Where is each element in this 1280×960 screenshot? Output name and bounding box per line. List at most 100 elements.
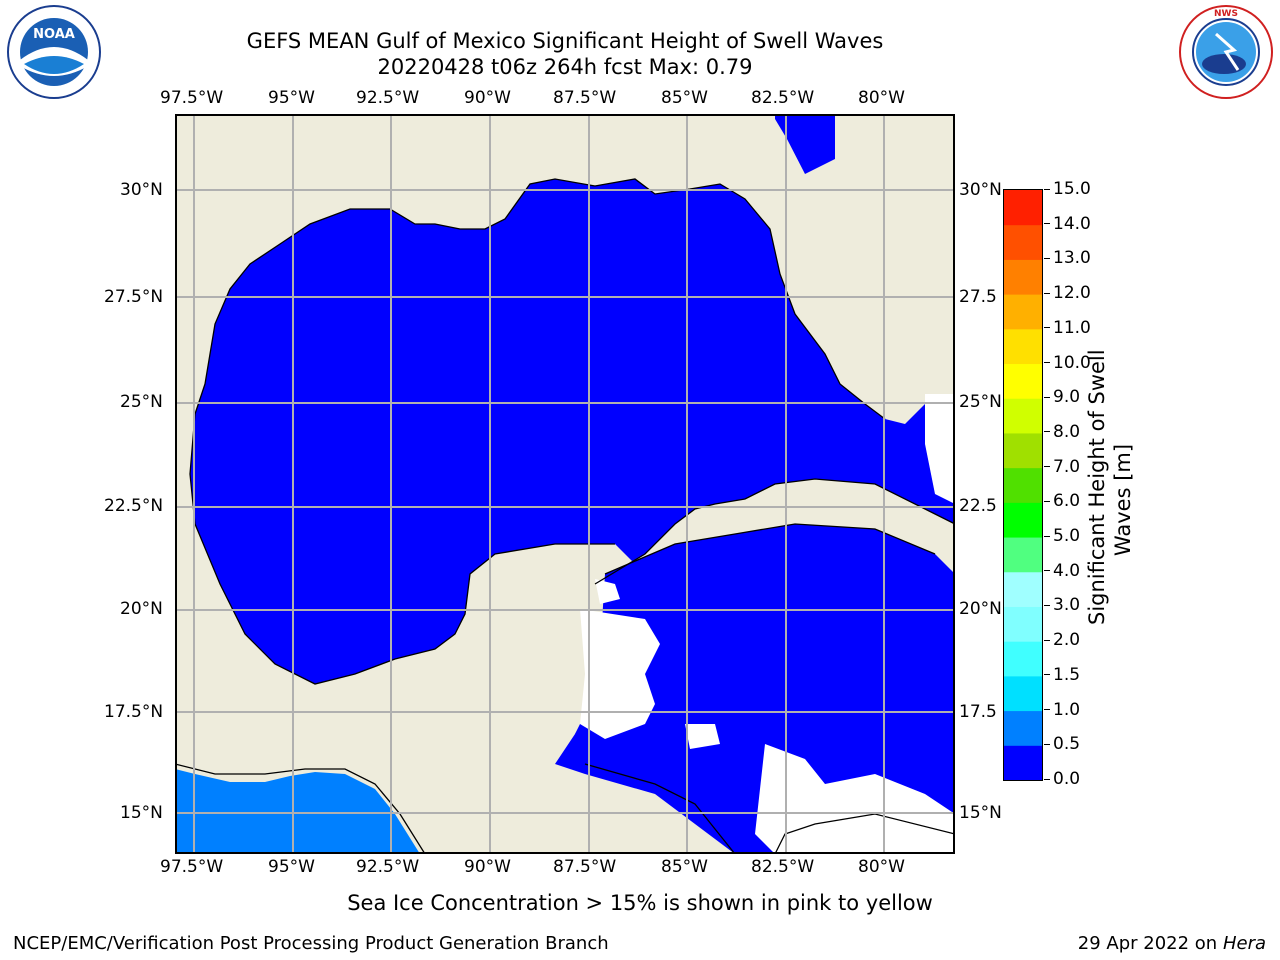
- colorbar-tick-label: 6.0: [1044, 491, 1080, 511]
- lat-label: 22.5: [959, 496, 997, 516]
- lon-label: 87.5°W: [553, 88, 617, 108]
- colorbar-label: Significant Height of Swell Waves [m]: [1084, 349, 1136, 625]
- colorbar-swatch: [1004, 224, 1042, 260]
- noaa-logo-text: NOAA: [33, 27, 75, 42]
- lon-label: 85°W: [661, 88, 708, 108]
- nodata-patch: [685, 724, 720, 749]
- lon-label: 87.5°W: [553, 857, 617, 877]
- colorbar-tick-label: 12.0: [1044, 283, 1091, 303]
- map-frame: [175, 114, 955, 854]
- nodata-patch: [755, 744, 955, 854]
- lat-label: 25°N: [120, 392, 163, 412]
- colorbar-swatch: [1004, 190, 1042, 226]
- lat-label: 17.5: [959, 702, 997, 722]
- colorbar-tick-label: 0.0: [1044, 769, 1080, 789]
- colorbar-swatch: [1004, 641, 1042, 677]
- colorbar-tick-label: 10.0: [1044, 353, 1091, 373]
- lon-label: 97.5°W: [160, 857, 224, 877]
- colorbar-tick-label: 9.0: [1044, 387, 1080, 407]
- colorbar-tick-label: 7.0: [1044, 457, 1080, 477]
- colorbar-tick-label: 0.5: [1044, 734, 1080, 754]
- noaa-logo: NOAA: [4, 4, 104, 100]
- colorbar-swatch: [1004, 606, 1042, 642]
- lat-label: 15°N: [959, 803, 1002, 823]
- colorbar-swatch: [1004, 363, 1042, 399]
- colorbar-swatches: [1004, 190, 1042, 781]
- graticule: [175, 114, 955, 854]
- colorbar-label-line1: Significant Height of Swell: [1085, 349, 1109, 625]
- lat-label: 27.5°N: [104, 287, 164, 307]
- lon-label: 82.5°W: [751, 88, 815, 108]
- lat-label: 17.5°N: [104, 702, 164, 722]
- coastline: [584, 763, 736, 855]
- chart-title: GEFS MEAN Gulf of Mexico Significant Hei…: [246, 29, 884, 53]
- lon-label: 85°W: [661, 857, 708, 877]
- lon-label: 90°W: [464, 88, 511, 108]
- nodata-patch: [580, 609, 660, 739]
- lat-label: 25°N: [959, 392, 1002, 412]
- colorbar-swatch: [1004, 398, 1042, 434]
- coastline: [189, 413, 615, 685]
- colorbar: [1003, 189, 1043, 781]
- lon-label: 80°W: [858, 88, 905, 108]
- footer-date: 29 Apr 2022 on: [1077, 933, 1223, 954]
- nodata-patch: [925, 394, 955, 504]
- colorbar-swatch: [1004, 432, 1042, 469]
- colorbar-tick-label: 11.0: [1044, 318, 1091, 338]
- colorbar-swatch: [1004, 328, 1042, 365]
- colorbar-tick-label: 4.0: [1044, 561, 1080, 581]
- nws-logo-text: NWS: [1214, 9, 1238, 19]
- colorbar-tick-label: 15.0: [1044, 179, 1091, 199]
- pacific-swell-region: [175, 769, 420, 854]
- lon-label: 82.5°W: [751, 857, 815, 877]
- lon-label: 80°W: [858, 857, 905, 877]
- map-svg: [174, 114, 956, 874]
- colorbar-swatch: [1004, 675, 1042, 712]
- colorbar-swatch: [1004, 502, 1042, 538]
- caribbean-sea: [575, 524, 955, 854]
- footer-right: 29 Apr 2022 on Hera: [1078, 933, 1266, 954]
- lat-label: 30°N: [959, 180, 1002, 200]
- lon-labels-bottom: 97.5°W 95°W 92.5°W 90°W 87.5°W 85°W 82.5…: [0, 857, 1280, 881]
- lat-label: 22.5°N: [104, 496, 164, 516]
- nws-logo: NWS: [1176, 4, 1276, 100]
- footer-host: Hera: [1222, 933, 1266, 954]
- lat-label: 30°N: [120, 180, 163, 200]
- colorbar-swatch: [1004, 259, 1042, 295]
- colorbar-tick-label: 13.0: [1044, 248, 1091, 268]
- colorbar-tick-label: 2.0: [1044, 630, 1080, 650]
- colorbar-tick-label: 14.0: [1044, 214, 1091, 234]
- sea-ice-caption: Sea Ice Concentration > 15% is shown in …: [347, 891, 933, 915]
- colorbar-swatch: [1004, 467, 1042, 503]
- lat-label: 15°N: [120, 803, 163, 823]
- coastline: [774, 813, 956, 855]
- colorbar-label-line2: Waves [m]: [1111, 443, 1135, 557]
- lon-label: 95°W: [268, 88, 315, 108]
- colorbar-swatch: [1004, 571, 1042, 607]
- lat-label: 20°N: [120, 599, 163, 619]
- coastline: [594, 478, 956, 585]
- colorbar-swatch: [1004, 745, 1042, 781]
- lon-labels-top: 97.5°W 95°W 92.5°W 90°W 87.5°W 85°W 82.5…: [0, 88, 1280, 112]
- footer-left: NCEP/EMC/Verification Post Processing Pr…: [13, 933, 609, 954]
- colorbar-ticks: 0.0 0.5 1.0 1.5 2.0 3.0 4.0 5.0 6.0 7.0 8.0 9.0 10.0…: [1044, 179, 1104, 790]
- colorbar-tick-label: 1.5: [1044, 665, 1080, 685]
- colorbar-tick-label: 5.0: [1044, 526, 1080, 546]
- lat-label: 27.5: [959, 287, 997, 307]
- map-panel: [174, 114, 956, 874]
- lat-label: 20°N: [959, 599, 1002, 619]
- colorbar-tick-label: 1.0: [1044, 700, 1080, 720]
- lon-label: 92.5°W: [356, 88, 420, 108]
- colorbar-swatch: [1004, 537, 1042, 573]
- coastline: [174, 763, 426, 855]
- nodata-patch: [595, 579, 620, 604]
- colorbar-tick-label: 3.0: [1044, 595, 1080, 615]
- colorbar-swatch: [1004, 294, 1042, 330]
- lon-label: 90°W: [464, 857, 511, 877]
- cuba-land: [595, 479, 955, 604]
- lon-label: 95°W: [268, 857, 315, 877]
- colorbar-swatch: [1004, 710, 1042, 746]
- chart-subtitle: 20220428 t06z 264h fcst Max: 0.79: [377, 55, 753, 79]
- colorbar-tick-label: 8.0: [1044, 422, 1080, 442]
- lon-label: 92.5°W: [356, 857, 420, 877]
